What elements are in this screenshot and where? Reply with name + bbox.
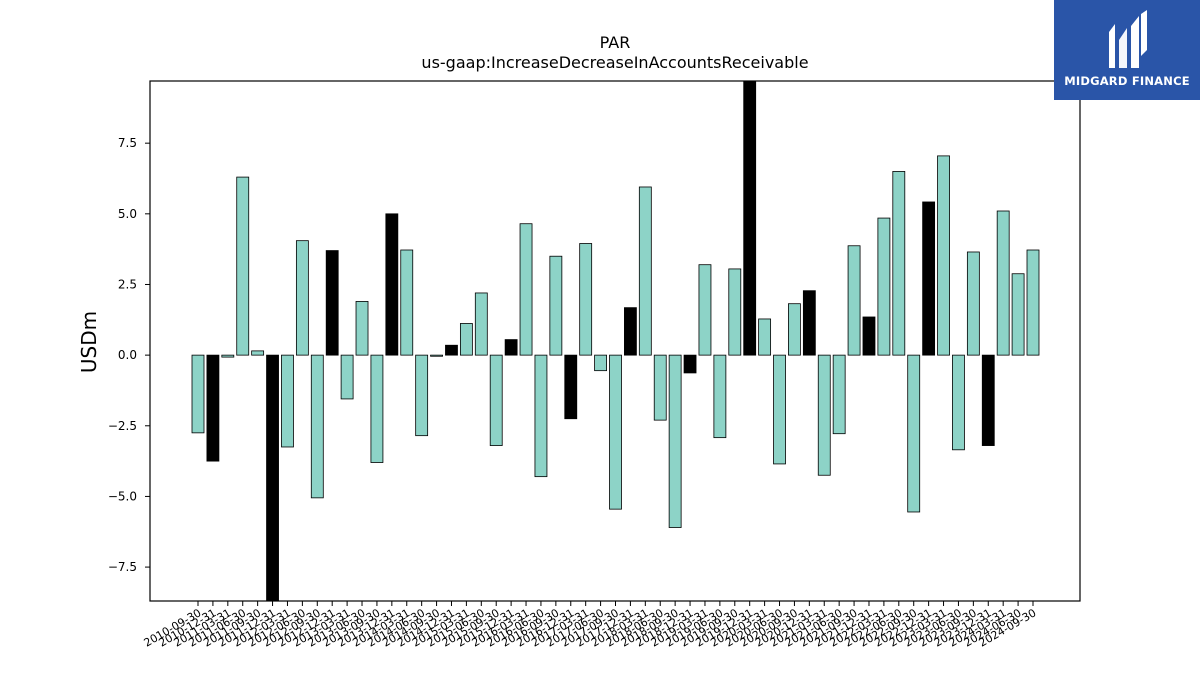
- bar-2021-09-30: [847, 245, 861, 356]
- bar-2022-06-30: [892, 171, 906, 356]
- chart-subtitle: us-gaap:IncreaseDecreaseInAccountsReceiv…: [421, 53, 808, 72]
- bar-2010-12-31: [206, 354, 220, 462]
- bar-2020-06-30: [773, 354, 786, 465]
- bars-group: [191, 80, 1040, 602]
- bar-2014-09-30: [430, 354, 443, 357]
- bar-2012-09-30: [310, 354, 324, 499]
- bar-2021-12-31: [862, 316, 876, 356]
- y-tick-label: 2.5: [118, 277, 137, 291]
- bar-2013-09-30: [370, 354, 384, 463]
- bar-2018-06-30: [653, 354, 667, 421]
- bar-2012-12-31: [325, 250, 339, 356]
- bar-2021-03-31: [817, 354, 831, 476]
- y-tick-label: 5.0: [118, 207, 137, 221]
- bar-2011-09-30: [251, 350, 265, 356]
- bar-2019-03-31: [698, 264, 712, 356]
- bar-2013-03-31: [340, 354, 354, 400]
- bar-2015-12-31: [504, 339, 518, 356]
- bar-2024-06-30: [1011, 273, 1025, 356]
- chart-title: PAR: [600, 33, 631, 52]
- bar-2022-03-31: [877, 217, 891, 356]
- bar-2020-03-31: [758, 318, 772, 356]
- bar-2018-03-31: [638, 186, 652, 356]
- bar-2019-09-30: [728, 268, 742, 356]
- bar-2024-03-31: [996, 210, 1010, 356]
- bar-2015-03-31: [459, 323, 473, 356]
- y-tick-label: 0.0: [118, 348, 137, 362]
- bar-2018-12-31: [683, 354, 697, 374]
- y-axis-label: USDm: [77, 311, 101, 373]
- bar-2023-09-30: [966, 251, 980, 356]
- bar-2016-09-30: [549, 255, 563, 356]
- bar-2018-09-30: [668, 354, 682, 528]
- bar-2022-12-31: [922, 201, 936, 356]
- y-axis: −7.5 −5.0 −2.5 0.0 2.5 5.0 7.5: [108, 136, 150, 574]
- bar-2017-06-30: [594, 354, 607, 372]
- bar-2023-06-30: [952, 354, 965, 451]
- bar-2020-12-31: [802, 290, 816, 356]
- bar-2011-03-31: [221, 354, 235, 358]
- brand-logo: MIDGARD FINANCE: [1054, 0, 1200, 100]
- bar-2017-03-31: [579, 243, 593, 356]
- bar-2012-03-31: [281, 354, 294, 448]
- bar-2016-06-30: [534, 354, 548, 478]
- bar-2023-03-31: [937, 155, 950, 356]
- bar-2012-06-30: [295, 240, 309, 356]
- bar-2017-09-30: [609, 354, 622, 510]
- bar-2016-12-31: [564, 354, 578, 420]
- plot-frame: [149, 80, 1081, 602]
- bar-2013-06-30: [355, 301, 369, 356]
- bar-2011-06-30: [236, 176, 250, 356]
- y-tick-label: −5.0: [108, 489, 137, 503]
- y-tick-label: −2.5: [108, 419, 137, 433]
- y-tick-label: −7.5: [108, 560, 137, 574]
- bar-2011-12-31: [266, 354, 279, 602]
- bar-2024-09-30: [1026, 249, 1040, 356]
- bar-2014-03-31: [400, 249, 414, 356]
- bar-2014-06-30: [415, 354, 429, 437]
- bar-2021-06-30: [832, 354, 846, 435]
- bar-2023-12-31: [981, 354, 995, 446]
- bar-2015-09-30: [489, 354, 503, 446]
- brand-name: MIDGARD FINANCE: [1064, 74, 1190, 88]
- bar-2013-12-31: [385, 213, 399, 356]
- bar-2019-12-31: [743, 80, 757, 356]
- bar-2020-09-30: [788, 303, 801, 356]
- bar-2010-09-30: [191, 354, 205, 434]
- bar-2017-12-31: [624, 307, 637, 356]
- y-tick-label: 7.5: [118, 136, 137, 150]
- bar-2014-12-31: [445, 344, 458, 356]
- bar-2022-09-30: [907, 354, 921, 513]
- bar-2016-03-31: [519, 223, 533, 356]
- bar-2019-06-30: [713, 354, 727, 439]
- midgard-logo-icon: [1109, 10, 1147, 68]
- x-axis: 2010-09-302010-12-312011-03-312011-06-30…: [142, 601, 1039, 650]
- bar-2015-06-30: [474, 292, 488, 356]
